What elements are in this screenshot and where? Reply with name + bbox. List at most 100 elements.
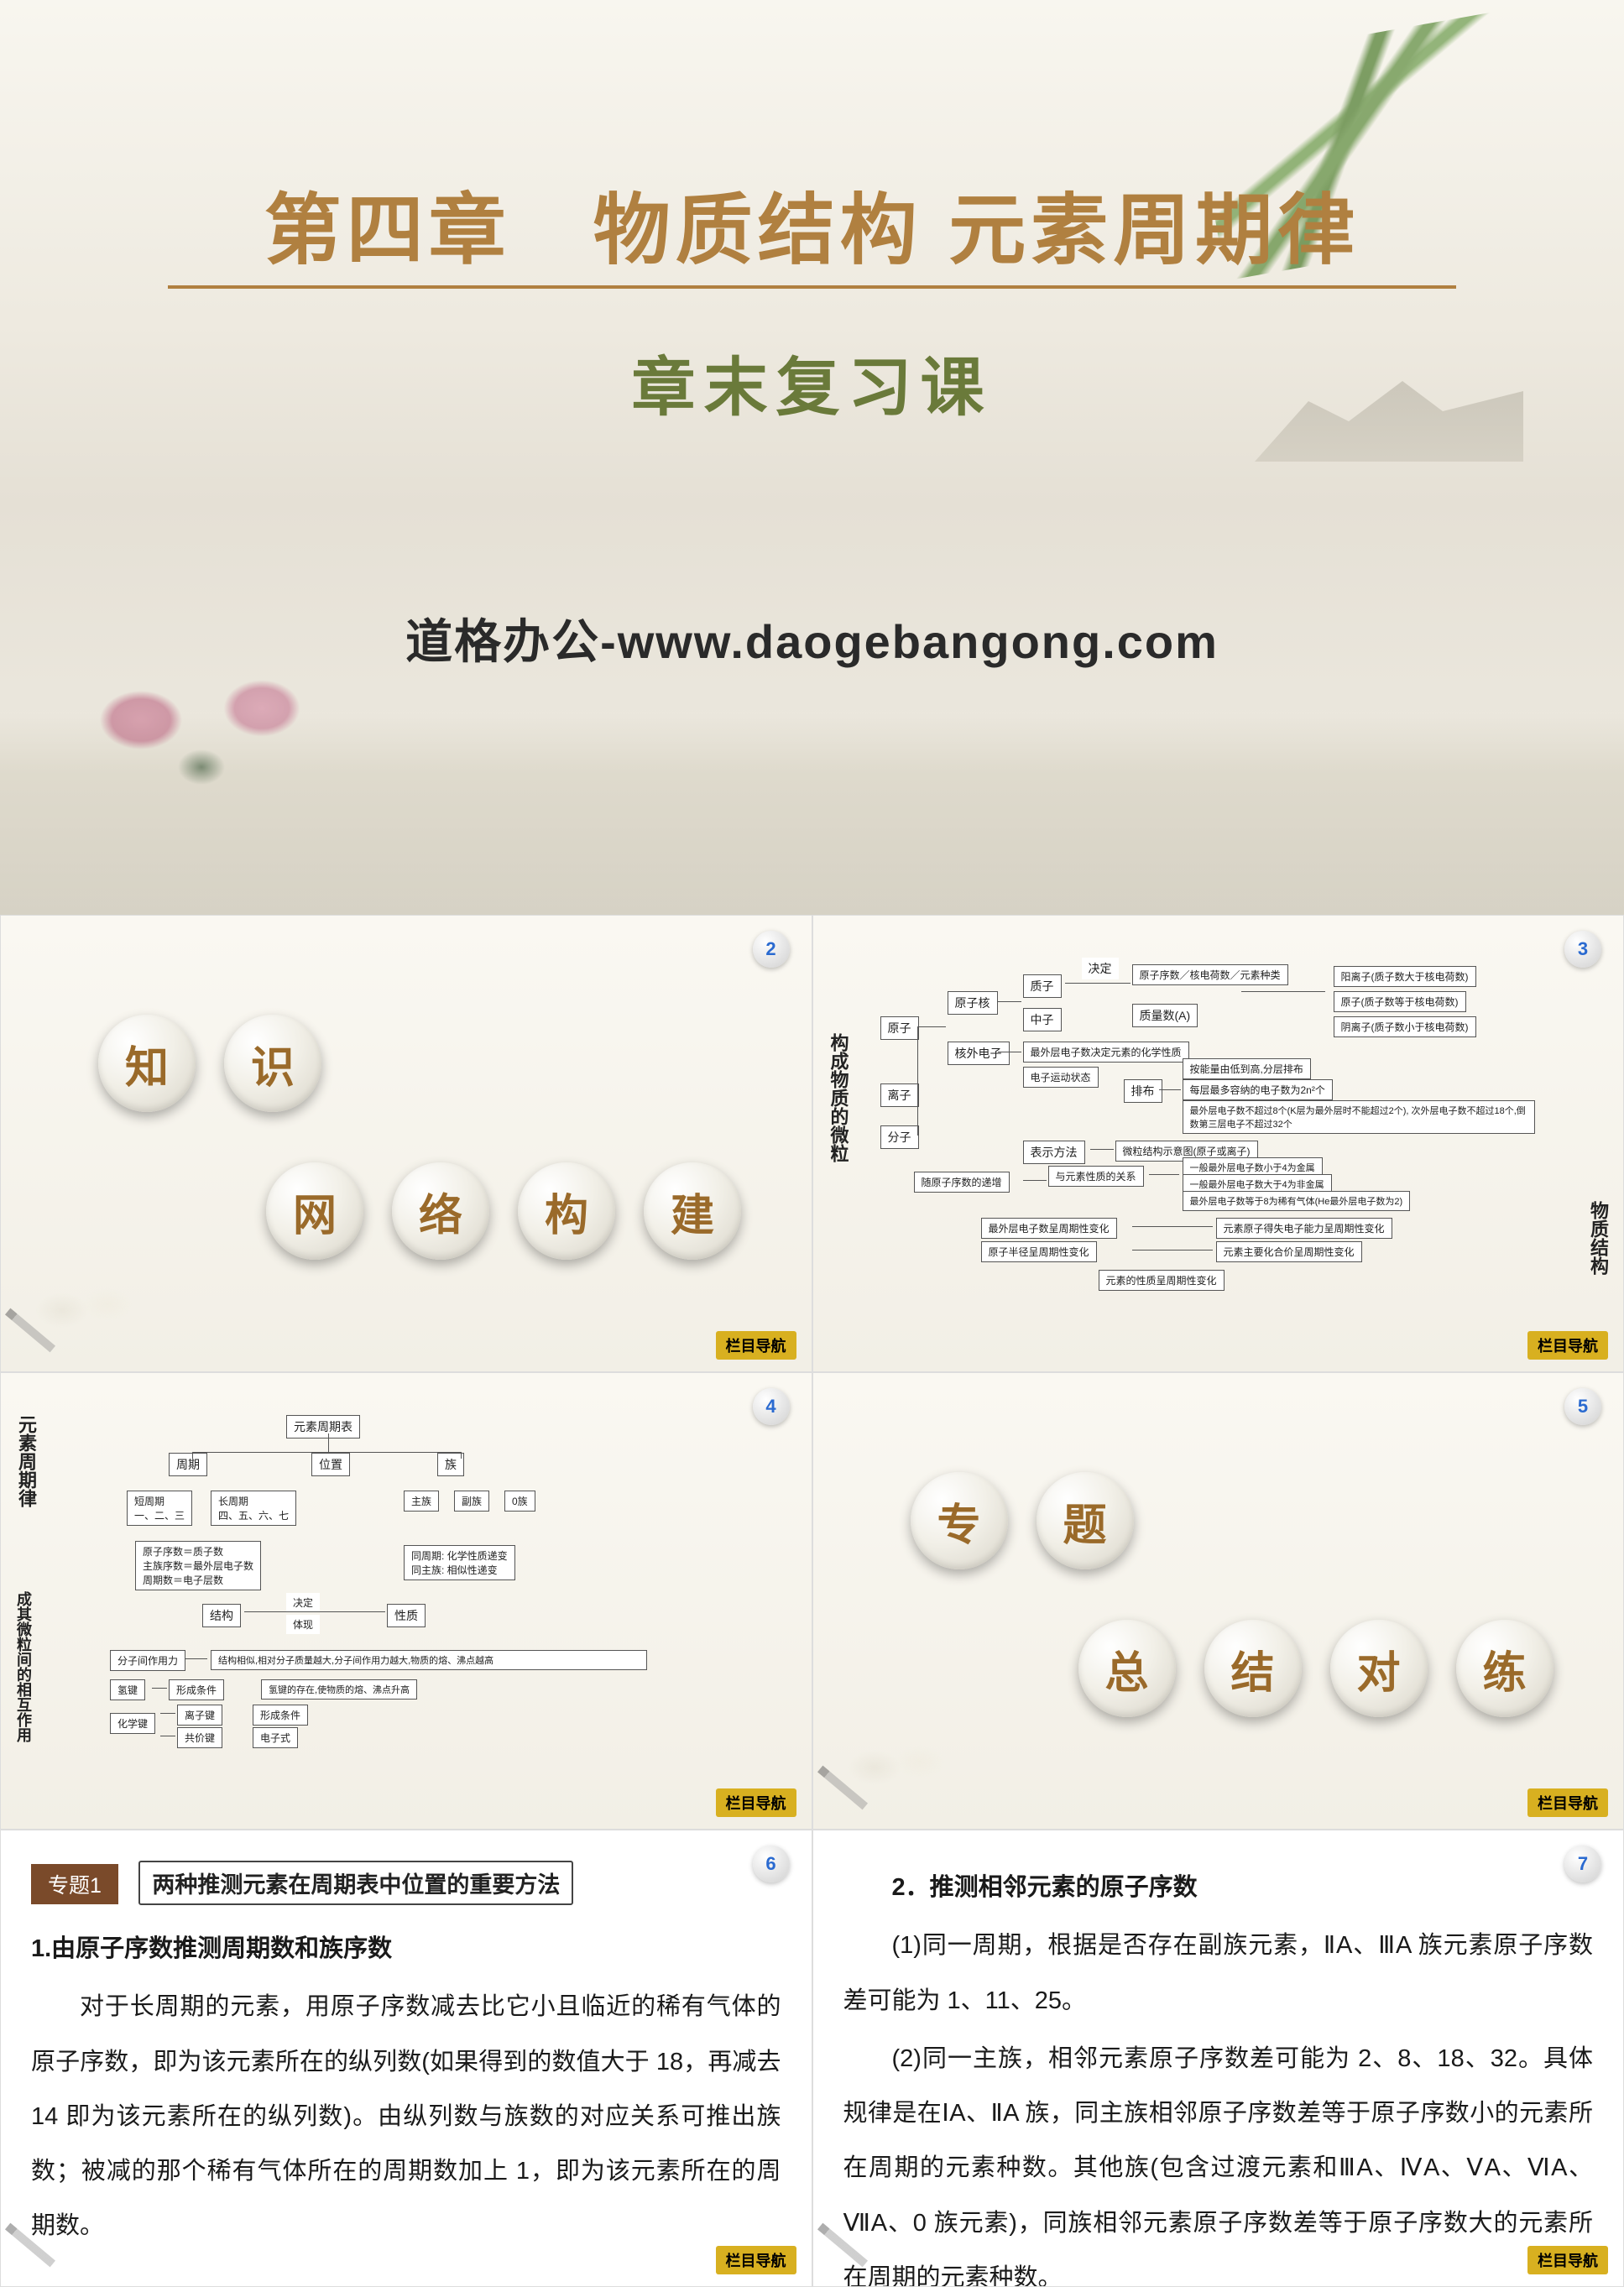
- node: 原子序数＝质子数 主族序数＝最外层电子数 周期数＝电子层数: [135, 1541, 261, 1590]
- node: 同周期: 化学性质递变 同主族: 相似性递变: [404, 1545, 515, 1580]
- left-marks: [838, 2216, 847, 2274]
- paragraph: 对于长周期的元素，用原子序数减去比它小且临近的稀有气体的原子序数，即为该元素所在…: [31, 1980, 781, 2253]
- node: 决定: [1082, 958, 1119, 979]
- nav-badge[interactable]: 栏目导航: [716, 1331, 796, 1360]
- body-text: 1.由原子序数推测周期数和族序数 对于长周期的元素，用原子序数减去比它小且临近的…: [31, 1922, 781, 2254]
- node: 随原子序数的递增: [914, 1172, 1010, 1193]
- hero-subtitle: 章末复习课: [0, 336, 1624, 428]
- node: 离子: [880, 1083, 919, 1107]
- bubble: 知: [98, 1015, 196, 1112]
- node: 质量数(A): [1132, 1004, 1198, 1027]
- node: 最外层电子数等于8为稀有气体(He最外层电子数为2): [1183, 1191, 1411, 1211]
- node: 形成条件: [169, 1679, 224, 1700]
- bubble: 络: [392, 1162, 489, 1260]
- slide-number: 2: [753, 931, 790, 968]
- node: 分子间作用力: [110, 1650, 185, 1671]
- bubble: 建: [644, 1162, 741, 1260]
- heading: 2．推测相邻元素的原子序数: [892, 1874, 1198, 1901]
- hero-watermark: 道格办公-www.daogebangong.com: [0, 604, 1624, 672]
- node: 元素原子得失电子能力呈周期性变化: [1216, 1218, 1392, 1239]
- nav-badge[interactable]: 栏目导航: [1527, 1331, 1608, 1360]
- slide-number: 7: [1564, 1846, 1601, 1882]
- bubble-row-bottom: 总 结 对 练: [1078, 1620, 1594, 1717]
- node: 长周期 四、五、六、七: [211, 1491, 296, 1526]
- node: 质子: [1023, 974, 1062, 998]
- slide-4: 4 元素周期律 成其微粒间的相互作用 元素周期表 周期 位置 族 短周期 一、二…: [0, 1372, 812, 1830]
- node: 决定: [286, 1593, 320, 1612]
- node: 电子式: [253, 1727, 298, 1748]
- node: 按能量由低到高,分层排布: [1183, 1058, 1311, 1079]
- node: 副族: [454, 1491, 489, 1512]
- node: 元素周期表: [286, 1415, 360, 1439]
- paragraph: (1)同一周期，根据是否存在副族元素，ⅡA、ⅢA 族元素原子序数差可能为 1、1…: [843, 1919, 1594, 2029]
- node: 体现: [286, 1615, 320, 1634]
- node: 元素的性质呈周期性变化: [1099, 1270, 1225, 1291]
- node: 核外电子: [948, 1042, 1010, 1065]
- slide-number: 5: [1564, 1388, 1601, 1425]
- node: 结构: [202, 1604, 241, 1627]
- node: 化学键: [110, 1713, 155, 1734]
- topic-tag: 专题1: [31, 1864, 118, 1904]
- bubble: 结: [1204, 1620, 1302, 1717]
- ground-decor: [0, 713, 1624, 915]
- node: 原子核: [948, 991, 998, 1015]
- bubble-row-top: 知 识: [98, 1015, 781, 1112]
- nav-badge[interactable]: 栏目导航: [716, 1788, 796, 1817]
- slide-6: 6 专题1 两种推测元素在周期表中位置的重要方法 1.由原子序数推测周期数和族序…: [0, 1830, 812, 2287]
- node: 阴离子(质子数小于核电荷数): [1334, 1016, 1476, 1037]
- slide-3: 3 构成物质的微粒 物质结构 原子 离子 分子 原子核 核外电子 质子 中子 决…: [812, 915, 1624, 1372]
- paragraph: (2)同一主族，相邻元素原子序数差可能为 2、8、18、32。具体规律是在ⅠA、…: [843, 2032, 1594, 2287]
- slide-7: 7 2．推测相邻元素的原子序数 (1)同一周期，根据是否存在副族元素，ⅡA、ⅢA…: [812, 1830, 1624, 2287]
- nav-badge[interactable]: 栏目导航: [716, 2246, 796, 2274]
- node: 原子序数／核电荷数／元素种类: [1132, 964, 1288, 985]
- topic-title: 两种推测元素在周期表中位置的重要方法: [138, 1861, 573, 1905]
- nav-badge[interactable]: 栏目导航: [1527, 2246, 1608, 2274]
- node: 短周期 一、二、三: [127, 1491, 192, 1526]
- vlabel-left: 元素周期律: [13, 1415, 39, 1507]
- bubble-row-top: 专 题: [911, 1472, 1594, 1569]
- node: 中子: [1023, 1008, 1062, 1031]
- node: 原子: [880, 1016, 919, 1040]
- bubble: 练: [1456, 1620, 1554, 1717]
- node: 氢键: [110, 1679, 145, 1700]
- node: 电子运动状态: [1023, 1067, 1099, 1088]
- node: 排布: [1124, 1079, 1162, 1103]
- node: 原子(质子数等于核电荷数): [1334, 991, 1466, 1012]
- hero-slide: 第四章 物质结构 元素周期律 章末复习课 道格办公-www.daogebango…: [0, 0, 1624, 915]
- node: 主族: [404, 1491, 439, 1512]
- bubble: 识: [224, 1015, 321, 1112]
- bubble: 构: [518, 1162, 615, 1260]
- slide-number: 6: [753, 1846, 790, 1882]
- hero-divider: [168, 285, 1456, 289]
- node: 最外层电子数不超过8个(K层为最外层时不能超过2个), 次外层电子数不超过18个…: [1183, 1100, 1535, 1134]
- node: 周期: [169, 1453, 207, 1476]
- node: 元素主要化合价呈周期性变化: [1216, 1241, 1362, 1262]
- node: 阳离子(质子数大于核电荷数): [1334, 966, 1476, 987]
- node: 结构相似,相对分子质量越大,分子间作用力越大,物质的熔、沸点越高: [211, 1650, 647, 1670]
- bubble: 对: [1330, 1620, 1428, 1717]
- vlabel-left: 构成物质的微粒: [825, 1033, 852, 1162]
- left-marks: [838, 1758, 847, 1817]
- node: 最外层电子数决定元素的化学性质: [1023, 1042, 1189, 1063]
- topic-header: 专题1 两种推测元素在周期表中位置的重要方法: [31, 1854, 781, 1905]
- node: 性质: [387, 1604, 426, 1627]
- heading: 1.由原子序数推测周期数和族序数: [31, 1935, 392, 1962]
- hero-title: 第四章 物质结构 元素周期律: [0, 168, 1624, 279]
- node: 0族: [504, 1491, 535, 1512]
- concept-diagram: 原子 离子 分子 原子核 核外电子 质子 中子 决定 原子序数／核电荷数／元素种…: [880, 958, 1590, 1296]
- left-marks: [26, 1301, 34, 1360]
- bubble: 题: [1037, 1472, 1134, 1569]
- node: 最外层电子数呈周期性变化: [981, 1218, 1117, 1239]
- nav-badge[interactable]: 栏目导航: [1527, 1788, 1608, 1817]
- node: 原子半径呈周期性变化: [981, 1241, 1097, 1262]
- bubble: 总: [1078, 1620, 1176, 1717]
- node: 氢键的存在,使物质的熔、沸点升高: [261, 1679, 417, 1700]
- vlabel-left-2: 成其微粒间的相互作用: [13, 1591, 34, 1742]
- node: 离子键: [177, 1705, 222, 1726]
- node: 位置: [311, 1453, 350, 1476]
- bubble: 专: [911, 1472, 1008, 1569]
- node: 分子: [880, 1125, 919, 1149]
- body-text: 2．推测相邻元素的原子序数 (1)同一周期，根据是否存在副族元素，ⅡA、ⅢA 族…: [843, 1861, 1594, 2287]
- slide-2: 2 知 识 网 络 构 建 栏目导航: [0, 915, 812, 1372]
- node: 每层最多容纳的电子数为2n²个: [1183, 1079, 1333, 1100]
